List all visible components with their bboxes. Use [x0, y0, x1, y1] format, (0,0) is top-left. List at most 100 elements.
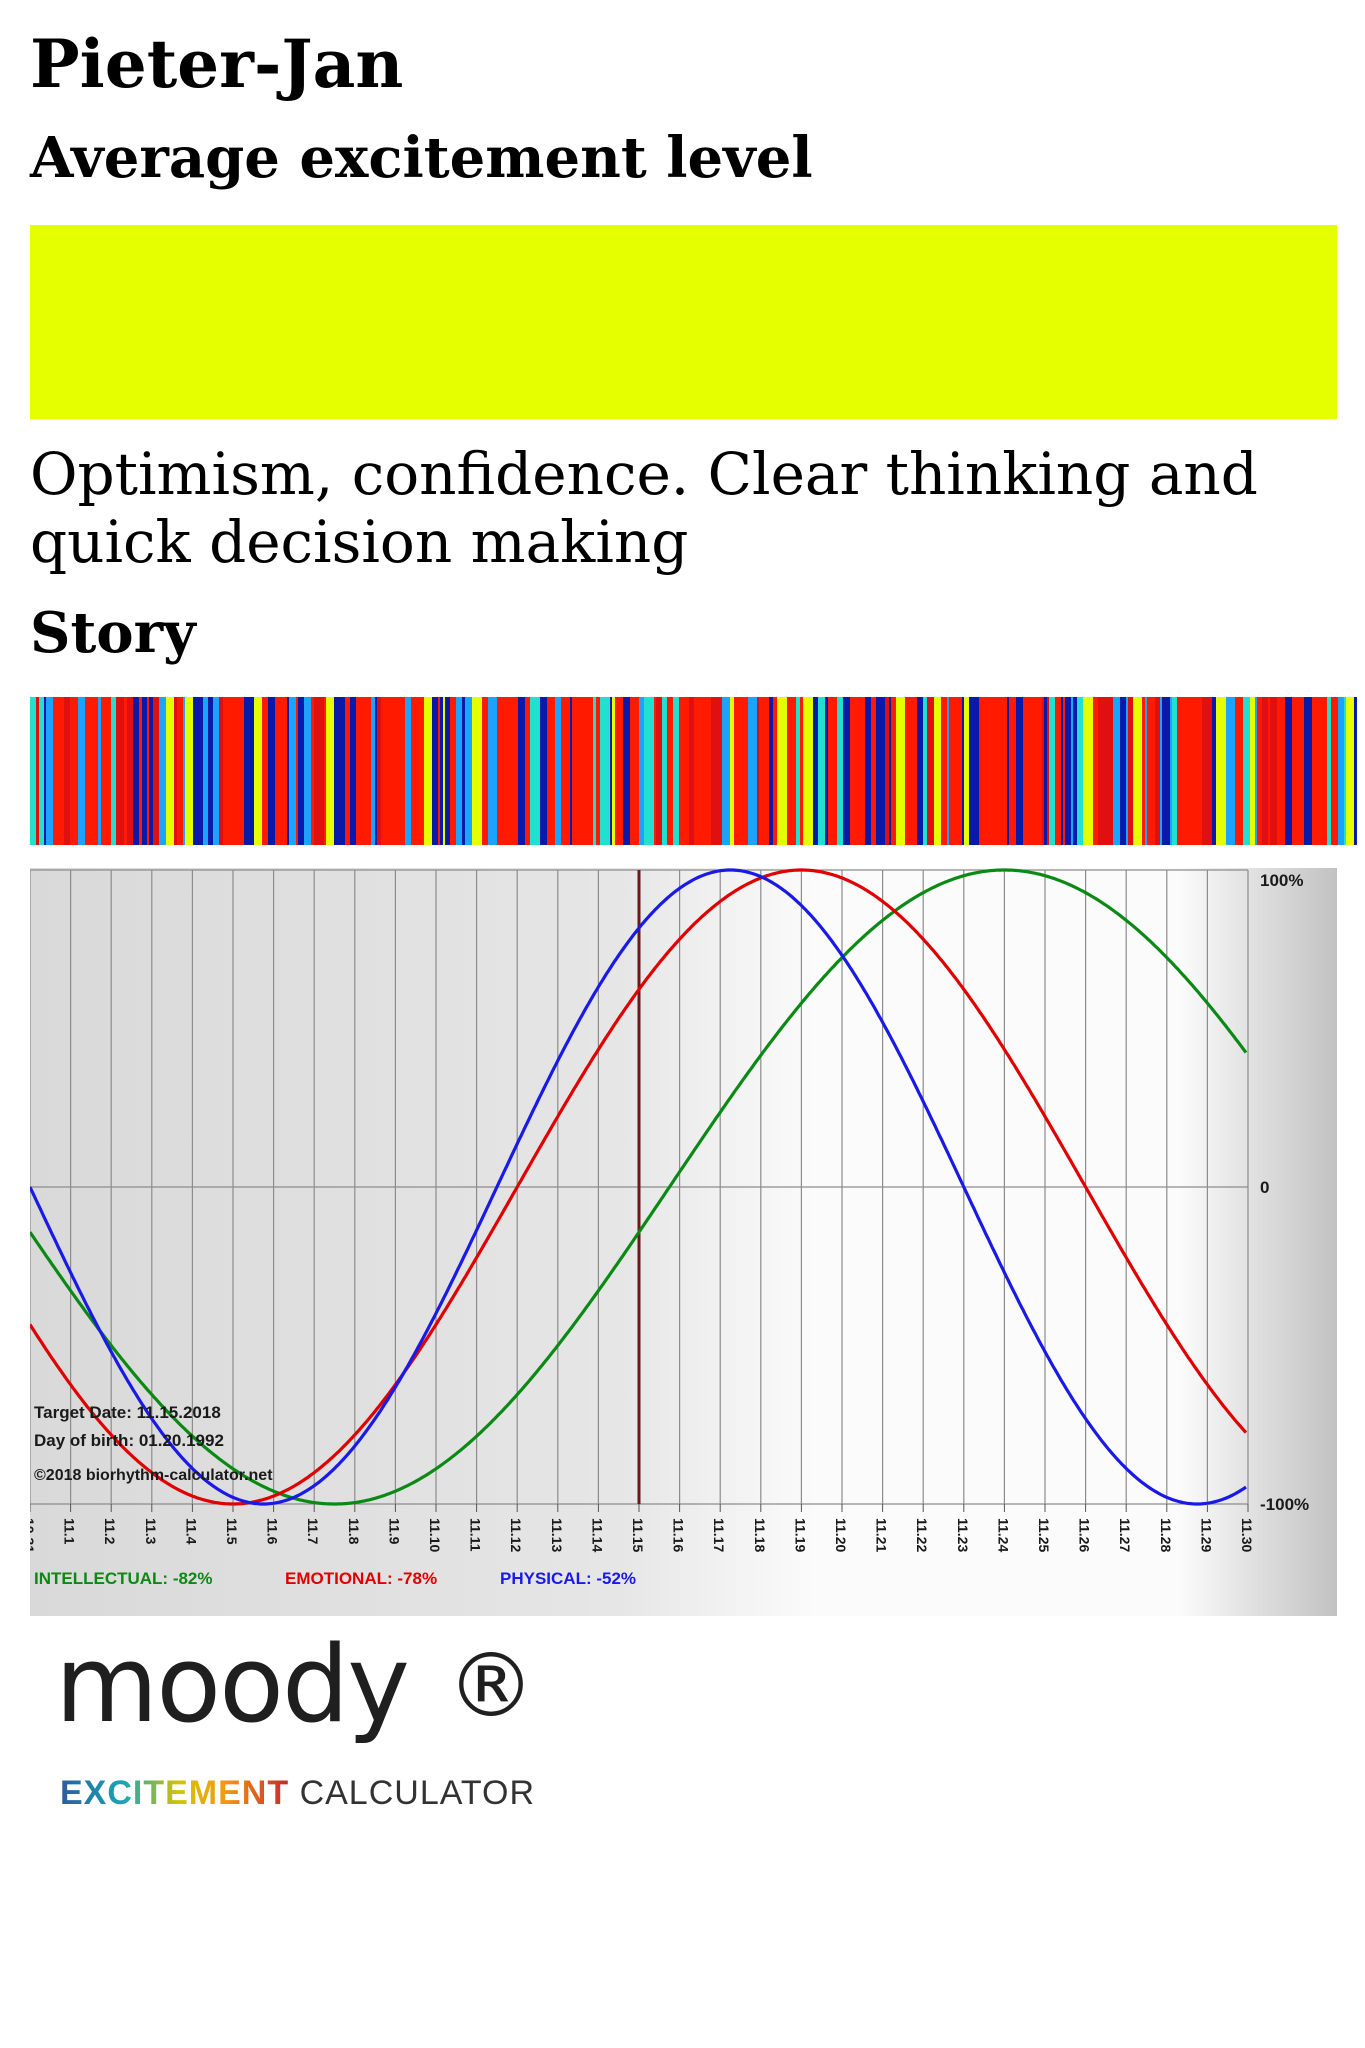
x-axis-ticks: 10.31 11.1 11.2 11.3 11.4 11.5 11.6 11.7 11.8 11.…: [30, 1504, 1255, 1553]
story-stripe: [1216, 697, 1226, 845]
x-tick-label: 11.1: [62, 1518, 78, 1545]
story-stripe: [639, 697, 644, 845]
story-stripe: [1346, 697, 1354, 845]
story-stripe: [934, 697, 941, 845]
x-tick-label: 11.24: [995, 1518, 1011, 1552]
story-stripe: [662, 697, 667, 845]
story-stripe: [124, 697, 127, 845]
x-tick-label: 11.22: [914, 1518, 930, 1552]
story-stripe: [465, 697, 472, 845]
story-stripe: [1000, 697, 1007, 845]
story-stripe: [828, 697, 837, 845]
story-stripe: [127, 697, 133, 845]
series-line-intellectual: [30, 868, 1248, 1506]
x-tick-label: 11.14: [589, 1518, 605, 1552]
story-stripe: [440, 697, 443, 845]
story-stripe: [671, 697, 673, 845]
copyright-annotation: ©2018 biorhythm-calculator.net: [34, 1467, 273, 1484]
story-stripe: [512, 697, 518, 845]
story-stripe: [689, 697, 694, 845]
story-stripe: [411, 697, 413, 845]
story-stripe: [891, 697, 896, 845]
story-stripe: [193, 697, 203, 845]
story-stripe: [139, 697, 142, 845]
story-stripe: [825, 697, 828, 845]
story-stripe: [208, 697, 213, 845]
story-stripe: [345, 697, 348, 845]
story-stripe: [667, 697, 671, 845]
x-tick-label: 11.17: [711, 1518, 727, 1552]
story-stripe: [1226, 697, 1235, 845]
x-tick-label: 11.3: [143, 1518, 159, 1545]
x-tick-label: 11.11: [468, 1518, 484, 1552]
story-stripe: [540, 697, 547, 845]
story-stripe: [722, 697, 730, 845]
story-stripe: [896, 697, 905, 845]
story-stripe: [1155, 697, 1160, 845]
story-stripe: [46, 697, 53, 845]
story-stripe: [304, 697, 311, 845]
story-stripe: [1126, 697, 1128, 845]
story-stripe: [1277, 697, 1281, 845]
x-tick-label: 11.19: [792, 1518, 808, 1552]
x-tick-label: 11.23: [955, 1518, 971, 1552]
story-stripe: [694, 697, 699, 845]
story-stripe: [982, 697, 991, 845]
story-stripe: [1177, 697, 1179, 845]
story-stripe: [644, 697, 654, 845]
story-stripe: [424, 697, 432, 845]
x-tick-label: 11.2: [102, 1518, 118, 1545]
story-stripe: [275, 697, 283, 845]
story-stripe: [326, 697, 334, 845]
story-stripe: [400, 697, 405, 845]
story-stripe: [547, 697, 555, 845]
story-stripe: [734, 697, 743, 845]
story-stripe: [1065, 697, 1068, 845]
story-stripe: [1044, 697, 1047, 845]
story-stripe: [615, 697, 619, 845]
story-stripe: [1049, 697, 1055, 845]
story-stripe: [711, 697, 717, 845]
x-tick-label: 11.29: [1198, 1518, 1214, 1552]
story-stripe: [235, 697, 244, 845]
legend-emotional: EMOTIONAL: -78%: [285, 1569, 437, 1588]
story-stripe: [1147, 697, 1155, 845]
story-stripe: [917, 697, 923, 845]
story-stripe: [348, 697, 350, 845]
story-stripe: [762, 697, 769, 845]
story-stripe: [432, 697, 436, 845]
story-stripe: [630, 697, 639, 845]
story-stripe: [1281, 697, 1285, 845]
story-stripe: [262, 697, 268, 845]
story-stripe: [1270, 697, 1277, 845]
story-stripe: [296, 697, 298, 845]
story-stripe: [679, 697, 689, 845]
story-stripe: [1047, 697, 1049, 845]
story-stripe: [843, 697, 850, 845]
story-stripe: [803, 697, 813, 845]
story-stripe: [885, 697, 889, 845]
story-stripe: [30, 697, 36, 845]
biorhythm-chart-canvas: 100% 0 -100% 10.31 11.1 11.2 11.3 11.4 11.5 11.6…: [30, 868, 1309, 1588]
x-tick-label: 11.13: [549, 1518, 565, 1552]
story-stripe: [1027, 697, 1034, 845]
story-stripe: [1325, 697, 1327, 845]
x-tick-label: 11.30: [1239, 1518, 1255, 1552]
story-stripe: [149, 697, 153, 845]
story-title: Story: [30, 600, 196, 666]
story-stripe: [748, 697, 757, 845]
y-tick-label: -100%: [1260, 1495, 1309, 1514]
story-stripe: [1202, 697, 1212, 845]
story-stripe: [673, 697, 679, 845]
story-stripe: [979, 697, 982, 845]
story-stripe: [70, 697, 78, 845]
story-stripe: [941, 697, 947, 845]
story-stripe: [570, 697, 572, 845]
story-stripe: [1240, 697, 1243, 845]
x-tick-label: 11.27: [1117, 1518, 1133, 1552]
story-stripe: [600, 697, 610, 845]
story-stripe: [445, 697, 450, 845]
excitement-level-title: Average excitement level: [30, 125, 813, 191]
story-stripe: [787, 697, 796, 845]
x-tick-label: 11.21: [874, 1518, 890, 1552]
